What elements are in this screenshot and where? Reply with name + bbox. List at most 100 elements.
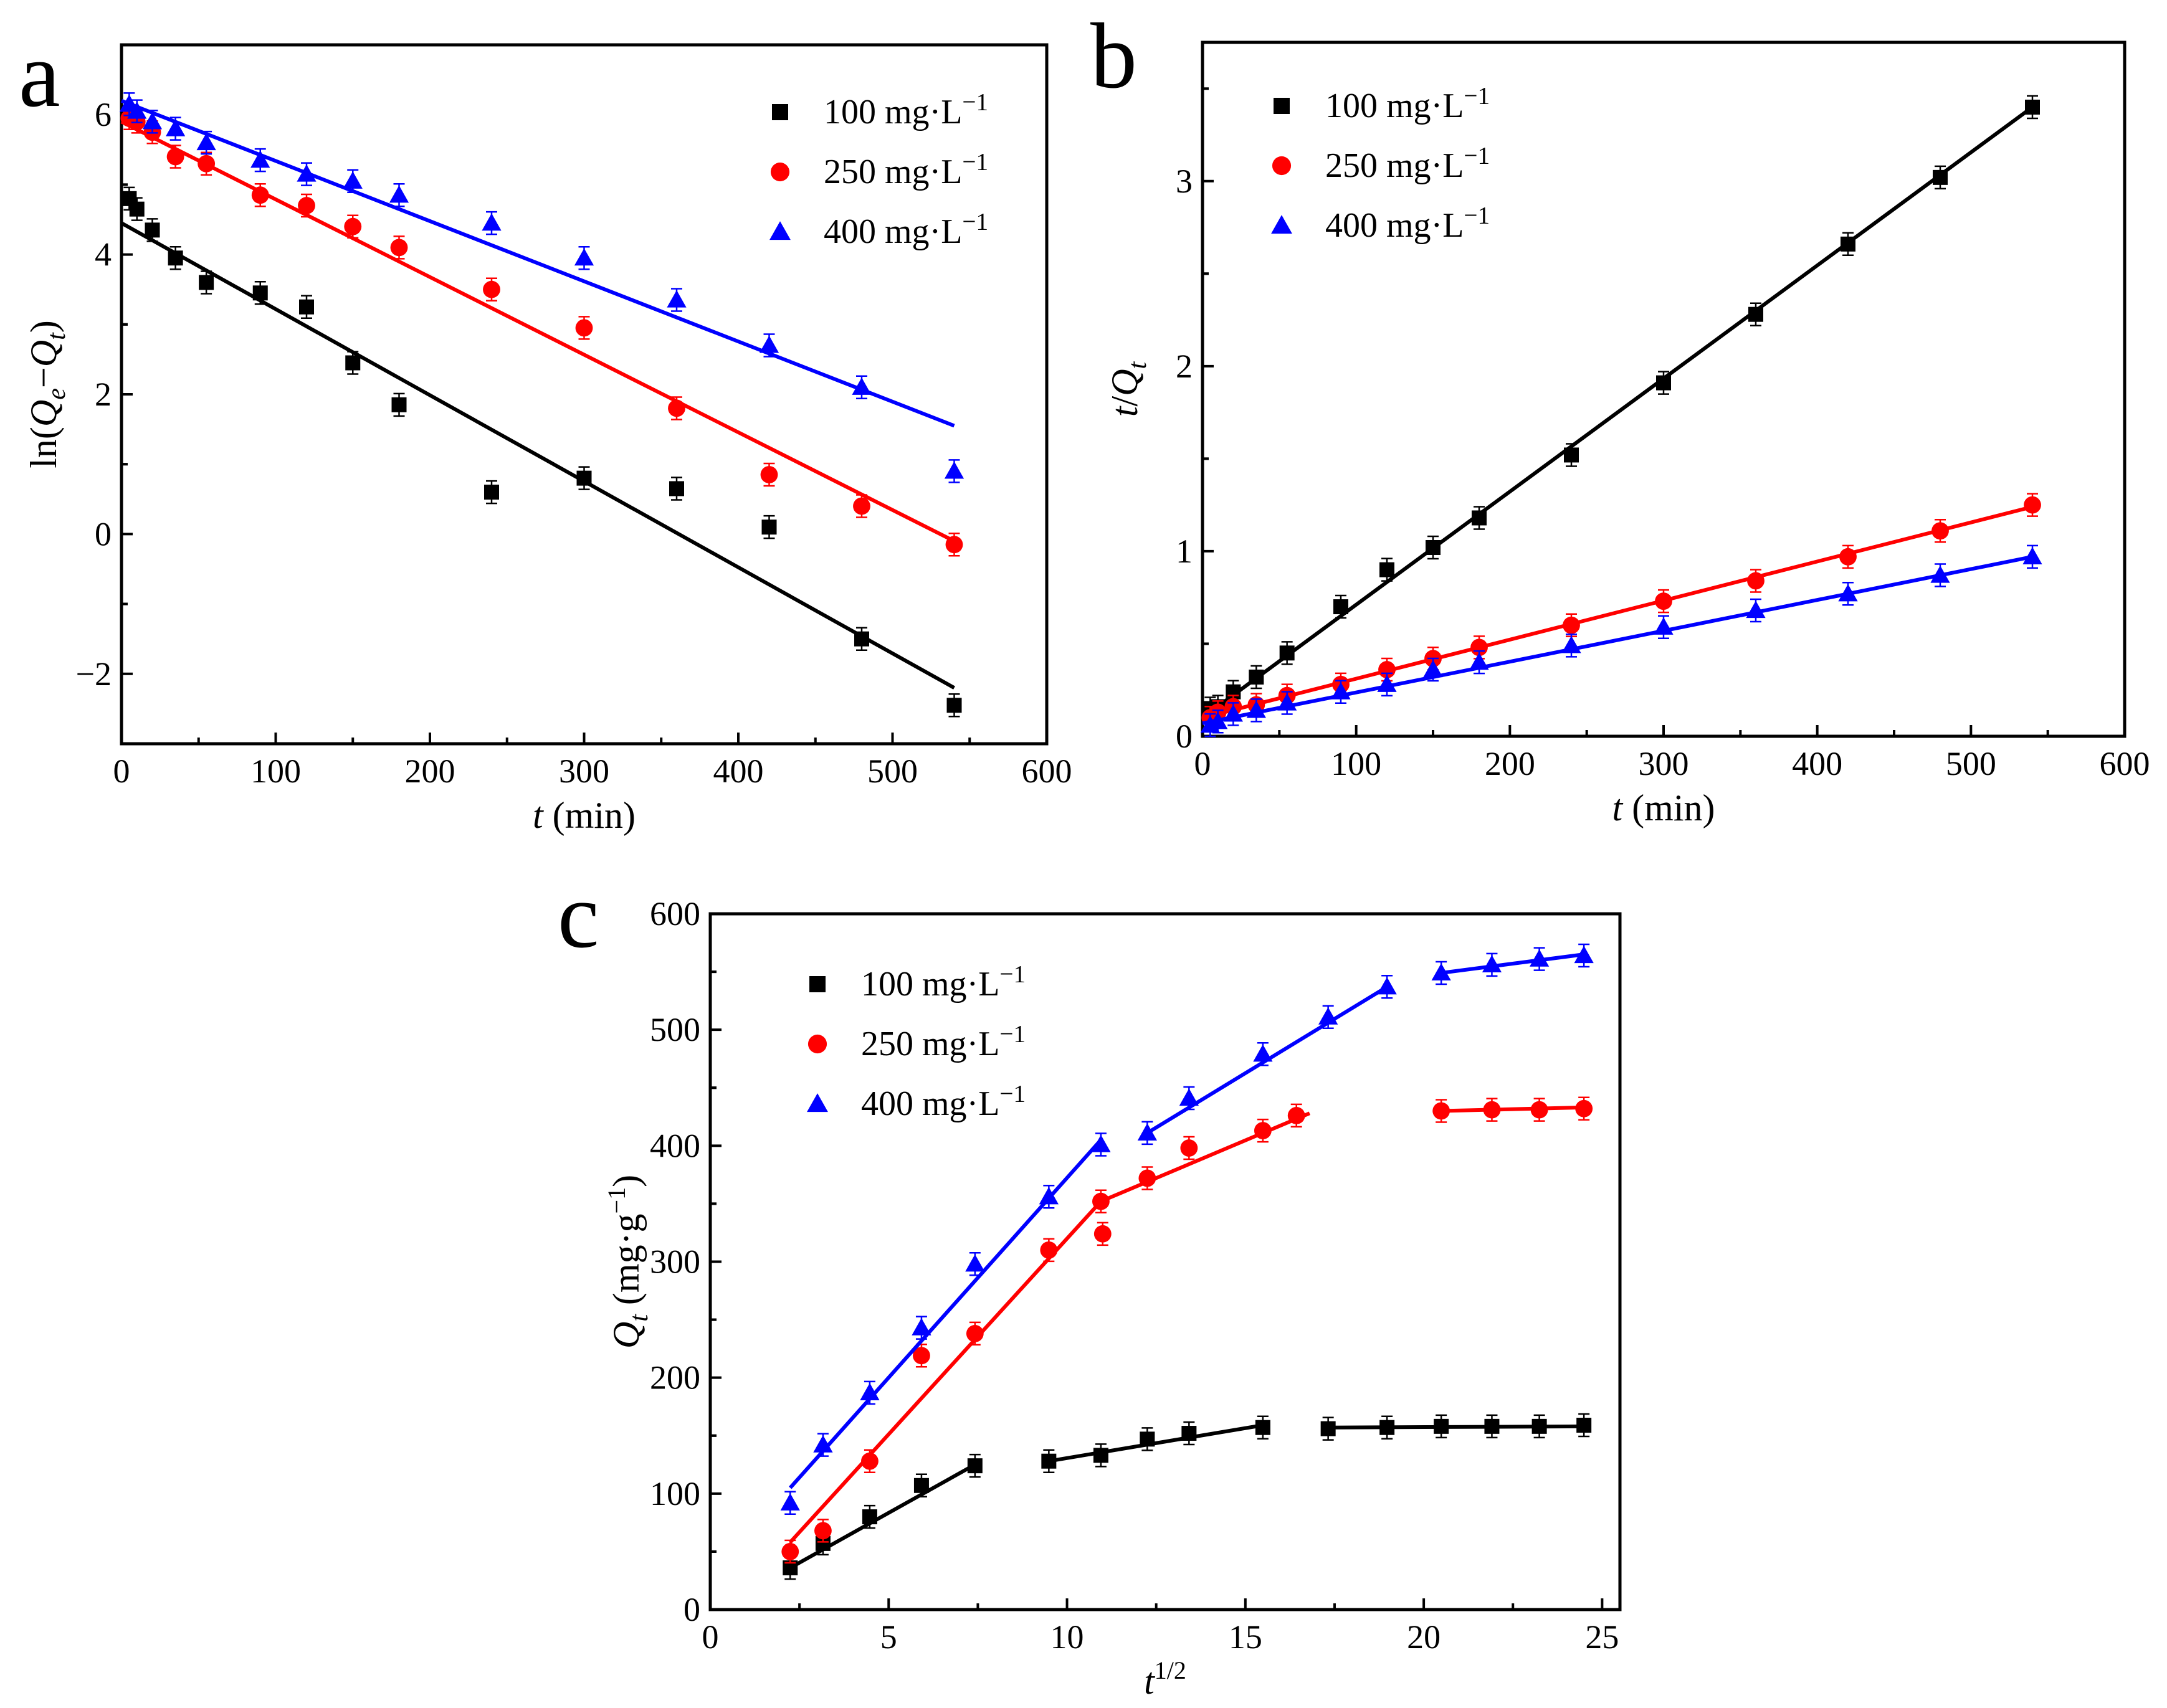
data-point	[575, 319, 593, 337]
plot-frame	[708, 912, 1622, 1611]
data-point	[860, 1383, 880, 1400]
data-point	[1574, 946, 1594, 964]
data-point	[127, 101, 147, 119]
legend: 100 mg·L−1 250 mg·L−1 400 mg·L−1	[769, 89, 988, 251]
legend-label: 250 mg·L−1	[824, 149, 988, 191]
data-point	[1320, 1421, 1336, 1436]
data-point	[345, 355, 361, 371]
data-point	[1484, 1418, 1500, 1434]
data-point	[1563, 616, 1580, 634]
y-tick-label: 2	[1176, 348, 1193, 385]
data-point	[1431, 963, 1451, 981]
legend-marker	[1272, 156, 1292, 176]
data-point	[966, 1325, 984, 1342]
panel-letter: a	[19, 23, 60, 126]
data-point	[1246, 700, 1266, 718]
data-point	[298, 197, 315, 214]
y-tick-label: 300	[650, 1243, 700, 1281]
data-point	[1253, 1044, 1273, 1062]
legend-label: 100 mg·L−1	[1325, 83, 1490, 125]
data-point	[1255, 1420, 1270, 1435]
x-tick-label: 600	[2100, 745, 2150, 782]
x-tick-label: 25	[1585, 1618, 1619, 1656]
data-point	[913, 1347, 930, 1365]
data-point	[1040, 1241, 1058, 1259]
y-tick-label: 0	[683, 1591, 700, 1628]
data-point	[852, 377, 872, 395]
data-point	[1093, 1225, 1112, 1243]
fit-line	[120, 221, 955, 690]
y-tick-label: 500	[650, 1011, 700, 1048]
data-point	[760, 466, 778, 483]
data-point	[1472, 510, 1487, 526]
x-tick-label: 0	[1194, 745, 1211, 782]
data-point	[912, 1317, 931, 1336]
data-point	[299, 299, 314, 315]
legend-label: 400 mg·L−1	[824, 209, 988, 251]
data-point	[483, 280, 500, 298]
legend-marker	[1274, 98, 1290, 114]
x-tick-label: 300	[1639, 745, 1689, 782]
data-point	[1930, 565, 1950, 583]
data-point	[574, 248, 594, 266]
fit-line	[1202, 505, 2033, 720]
y-tick-label: 600	[650, 895, 700, 932]
data-point	[1746, 600, 1766, 619]
fit-line	[1048, 1423, 1264, 1463]
x-tick-label: 0	[702, 1618, 719, 1656]
y-tick-label: 100	[650, 1475, 700, 1512]
fit-line	[789, 1463, 976, 1570]
panel-c-chart: 0 5 10 15 20 25 0 100 200 300 400 500 600 t1/2 Qt (mg·…	[558, 864, 1622, 1702]
panel-letter: b	[1090, 4, 1137, 108]
data-point	[669, 481, 684, 496]
legend-label: 100 mg·L−1	[824, 89, 988, 131]
legend-marker	[772, 104, 788, 120]
legend-label: 400 mg·L−1	[1325, 202, 1490, 245]
data-point	[142, 111, 163, 130]
legend: 100 mg·L−1 250 mg·L−1 400 mg·L−1	[1271, 83, 1490, 245]
series-1	[781, 1096, 1593, 1564]
data-point	[780, 1493, 800, 1511]
data-point	[252, 285, 268, 301]
data-point	[944, 461, 964, 479]
data-point	[1841, 236, 1855, 252]
y-tick-label: 400	[650, 1127, 700, 1164]
data-point	[196, 133, 216, 151]
x-tick-label: 5	[880, 1618, 897, 1656]
y-tick-label: 6	[95, 96, 112, 133]
data-point	[129, 201, 145, 217]
x-tick-label: 400	[713, 752, 764, 790]
data-point	[1423, 660, 1443, 678]
data-point	[1655, 592, 1672, 610]
data-point	[1748, 306, 1763, 322]
data-point	[1331, 682, 1351, 700]
series-0	[783, 1413, 1592, 1580]
data-point	[1223, 704, 1243, 722]
data-point	[1575, 1099, 1593, 1117]
data-point	[1432, 1102, 1450, 1120]
x-tick-label: 15	[1229, 1618, 1262, 1656]
data-point	[1140, 1431, 1155, 1447]
data-point	[761, 520, 777, 535]
data-point	[1482, 955, 1502, 973]
legend-label: 400 mg·L−1	[861, 1081, 1026, 1123]
data-point	[1041, 1453, 1057, 1469]
data-point	[1137, 1123, 1157, 1141]
data-point	[166, 119, 186, 136]
legend-marker	[809, 976, 826, 992]
data-point	[1093, 1448, 1108, 1463]
data-point	[1287, 1107, 1305, 1124]
panel-a-chart: 0 100 200 300 400 500 600 −2 0 2 4 6 t (min) ln(Qe−Qt…	[19, 23, 1072, 836]
legend-label: 250 mg·L−1	[1325, 143, 1490, 185]
x-tick-label: 20	[1407, 1618, 1441, 1656]
data-point	[1181, 1426, 1197, 1441]
data-point	[1561, 635, 1581, 653]
data-point	[576, 470, 592, 486]
data-point	[1654, 617, 1674, 635]
legend-marker	[807, 1034, 827, 1054]
x-tick-label: 0	[113, 752, 130, 790]
data-point	[1249, 669, 1264, 685]
series-2	[119, 92, 964, 483]
legend-marker	[807, 1093, 828, 1113]
